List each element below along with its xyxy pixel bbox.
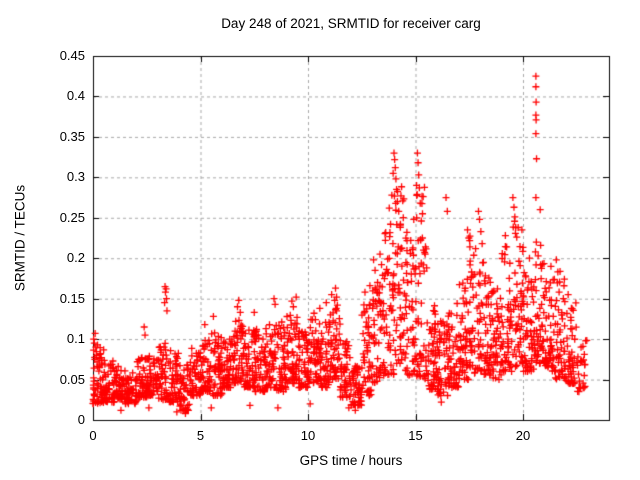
y-tick-label: 0.3	[66, 169, 85, 185]
y-tick-label: 0.2	[66, 250, 85, 266]
y-tick-label: 0	[77, 412, 85, 427]
y-tick-label: 0.4	[66, 88, 85, 104]
chart-title: Day 248 of 2021, SRMTID for receiver car…	[221, 16, 481, 31]
x-tick-label: 10	[300, 428, 316, 443]
y-tick-label: 0.35	[59, 128, 85, 144]
x-tick-label: 20	[515, 428, 531, 443]
x-tick-label: 5	[196, 428, 205, 443]
y-tick-label: 0.05	[59, 371, 85, 387]
y-axis-label: SRMTID / TECUs	[12, 184, 28, 292]
x-tick-label: 0	[89, 428, 97, 443]
y-tick-label: 0.45	[59, 48, 85, 63]
x-tick-label: 15	[408, 428, 423, 443]
x-axis-label: GPS time / hours	[299, 453, 403, 468]
y-tick-label: 0.25	[59, 209, 85, 225]
y-tick-label: 0.15	[59, 290, 85, 306]
y-tick-label: 0.1	[66, 331, 85, 347]
